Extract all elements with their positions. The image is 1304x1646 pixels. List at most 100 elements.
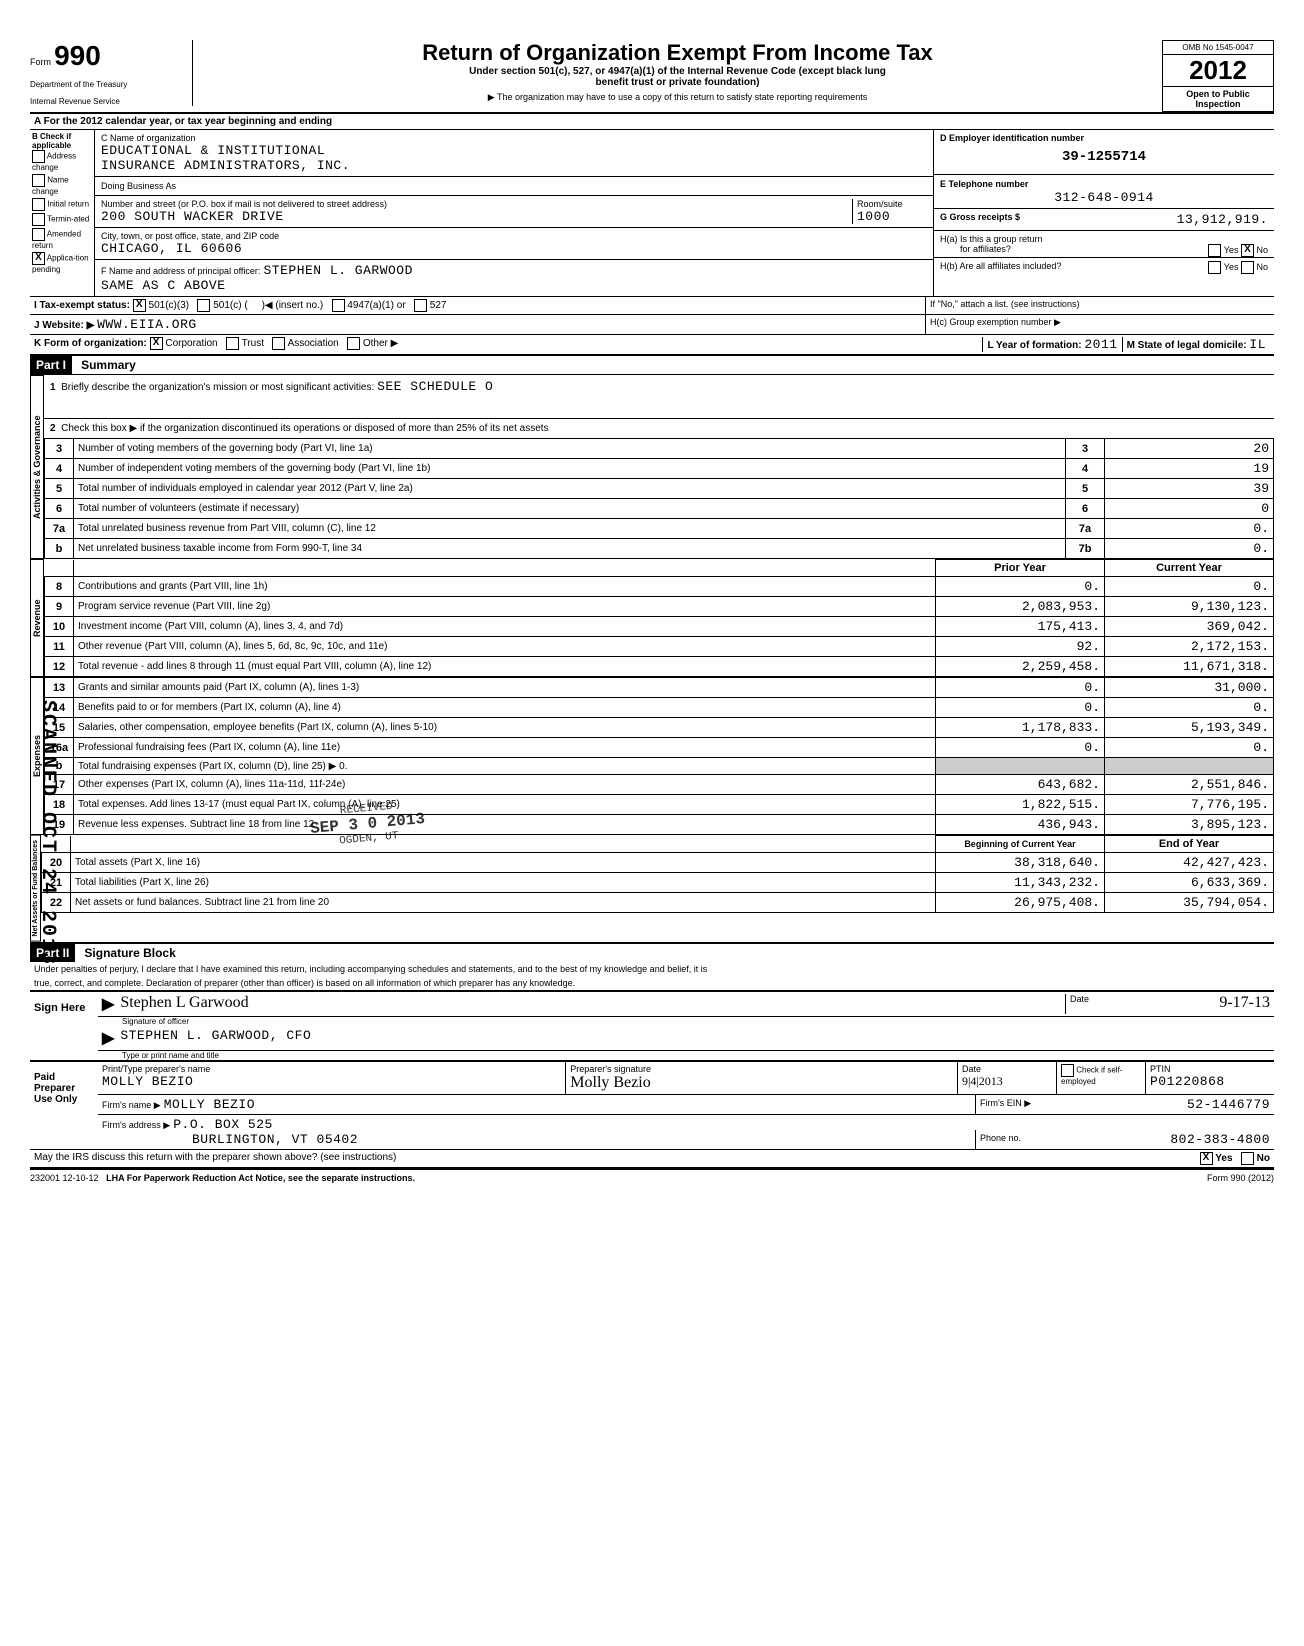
prior-val: 436,943. <box>936 815 1105 835</box>
line-desc: Total assets (Part X, line 16) <box>71 853 936 873</box>
side-gov: Activities & Governance <box>30 375 44 559</box>
year-box: OMB No 1545-0047 2012 Open to PublicInsp… <box>1162 40 1274 112</box>
b-title: B Check if applicable <box>32 132 92 150</box>
website: WWW.EIIA.ORG <box>97 317 197 332</box>
k-trust[interactable]: Trust <box>242 338 264 349</box>
line-no: b <box>45 758 74 775</box>
line1-desc: Briefly describe the organization's miss… <box>61 382 374 393</box>
jurat-2: true, correct, and complete. Declaration… <box>30 976 1274 990</box>
cb-initial[interactable]: Initial return <box>47 200 89 209</box>
current-val: 35,794,054. <box>1105 893 1274 913</box>
line-col: 7b <box>1066 539 1105 559</box>
part-1: Part I Summary <box>30 356 1274 374</box>
subtitle-2: benefit trust or private foundation) <box>203 77 1152 88</box>
d-label: D Employer identification number <box>940 133 1268 143</box>
line-no: 10 <box>45 617 74 637</box>
l-label: L Year of formation: <box>987 340 1081 351</box>
part1-title: Summary <box>75 358 136 372</box>
line-desc: Net unrelated business taxable income fr… <box>74 539 1066 559</box>
line-col: 4 <box>1066 459 1105 479</box>
footer-lha: LHA For Paperwork Reduction Act Notice, … <box>106 1173 415 1183</box>
sig-date-label: Date <box>1070 994 1089 1004</box>
current-val <box>1105 758 1274 775</box>
opt-501c3[interactable]: 501(c)(3) <box>149 300 190 311</box>
prep-col2: Preparer's signature <box>570 1064 953 1074</box>
form-header: Form 990 Department of the Treasury Inte… <box>30 40 1274 112</box>
f-label: F Name and address of principal officer: <box>101 266 260 276</box>
c-label: C Name of organization <box>101 133 927 143</box>
current-val: 2,551,846. <box>1105 775 1274 795</box>
line-desc: Total liabilities (Part X, line 26) <box>71 873 936 893</box>
current-val: 369,042. <box>1105 617 1274 637</box>
discuss-no[interactable]: No <box>1257 1153 1270 1164</box>
opt-4947[interactable]: 4947(a)(1) or <box>347 300 405 311</box>
prep-signature: Molly Bezio <box>570 1074 953 1092</box>
line-no: 5 <box>45 479 74 499</box>
line-no: 6 <box>45 499 74 519</box>
prior-val: 0. <box>936 577 1105 597</box>
line-val: 19 <box>1105 459 1274 479</box>
k-assoc[interactable]: Association <box>288 338 339 349</box>
ein: 39-1255714 <box>940 143 1268 171</box>
room-label: Room/suite <box>857 199 927 209</box>
prep-col5: PTIN <box>1150 1064 1270 1074</box>
firm-phone-label: Phone no. <box>980 1133 1021 1143</box>
omb-number: OMB No 1545-0047 <box>1163 41 1273 55</box>
line-col: 7a <box>1066 519 1105 539</box>
expenses-section: Expenses 13 Grants and similar amounts p… <box>30 677 1274 835</box>
current-val: 0. <box>1105 698 1274 718</box>
line-desc: Total expenses. Add lines 13-17 (must eq… <box>74 795 936 815</box>
prior-val: 0. <box>936 678 1105 698</box>
k-label: K Form of organization: <box>34 338 147 349</box>
line-desc: Professional fundraising fees (Part IX, … <box>74 738 936 758</box>
col-end: End of Year <box>1105 836 1274 853</box>
footer-code: 232001 12-10-12 <box>30 1173 99 1183</box>
discuss-row: May the IRS discuss this return with the… <box>30 1149 1274 1169</box>
org-address: 200 SOUTH WACKER DRIVE <box>101 209 852 224</box>
officer-addr: SAME AS C ABOVE <box>101 278 927 293</box>
line-no: 18 <box>45 795 74 815</box>
name-label-text: Type or print name and title <box>98 1051 1274 1060</box>
line-no: 8 <box>45 577 74 597</box>
line-no: 13 <box>45 678 74 698</box>
rev-table: Prior Year Current Year 8 Contributions … <box>44 559 1274 677</box>
k-other[interactable]: Other ▶ <box>363 338 398 349</box>
opt-501c[interactable]: 501(c) ( <box>213 300 247 311</box>
part-2: Part II Signature Block <box>30 942 1274 962</box>
line-no: 7a <box>45 519 74 539</box>
firm-ein: 52-1446779 <box>1187 1097 1270 1112</box>
prep-col1: Print/Type preparer's name <box>102 1064 561 1074</box>
firm-addr-label: Firm's address ▶ <box>102 1120 170 1130</box>
sig-date: 9-17-13 <box>1219 994 1270 1012</box>
hc-label: H(c) Group exemption number ▶ <box>930 317 1061 327</box>
preparer-block: Paid Preparer Use Only Print/Type prepar… <box>30 1060 1274 1149</box>
m-label: M State of legal domicile: <box>1127 340 1247 351</box>
line-desc: Benefits paid to or for members (Part IX… <box>74 698 936 718</box>
title-box: Return of Organization Exempt From Incom… <box>193 40 1162 103</box>
line-desc: Salaries, other compensation, employee b… <box>74 718 936 738</box>
officer-name: STEPHEN L. GARWOOD <box>263 263 412 278</box>
opt-insert: )◀ (insert no.) <box>262 300 324 311</box>
sig-label-text: Signature of officer <box>98 1017 1274 1026</box>
current-val: 0. <box>1105 577 1274 597</box>
line-no: 19 <box>45 815 74 835</box>
subtitle-3: ▶ The organization may have to use a cop… <box>203 92 1152 103</box>
discuss-yes[interactable]: Yes <box>1215 1153 1232 1164</box>
current-val: 9,130,123. <box>1105 597 1274 617</box>
k-corp[interactable]: Corporation <box>165 338 217 349</box>
line-desc: Total unrelated business revenue from Pa… <box>74 519 1066 539</box>
firm-addr2: BURLINGTON, VT 05402 <box>102 1132 971 1147</box>
col-current: Current Year <box>1105 560 1274 577</box>
line-col: 3 <box>1066 439 1105 459</box>
j-label: J Website: ▶ <box>34 320 94 331</box>
prep-col3: Date <box>962 1064 1052 1074</box>
cb-terminated[interactable]: Termin-ated <box>47 215 89 224</box>
phone: 312-648-0914 <box>940 190 1268 205</box>
jurat-1: Under penalties of perjury, I declare th… <box>30 962 1274 976</box>
org-name-2: INSURANCE ADMINISTRATORS, INC. <box>101 158 927 173</box>
opt-527[interactable]: 527 <box>430 300 447 311</box>
sign-here-block: Sign Here ▶ Stephen L Garwood Date 9-17-… <box>30 990 1274 1060</box>
current-val: 42,427,423. <box>1105 853 1274 873</box>
line-val: 39 <box>1105 479 1274 499</box>
line-val: 0. <box>1105 519 1274 539</box>
